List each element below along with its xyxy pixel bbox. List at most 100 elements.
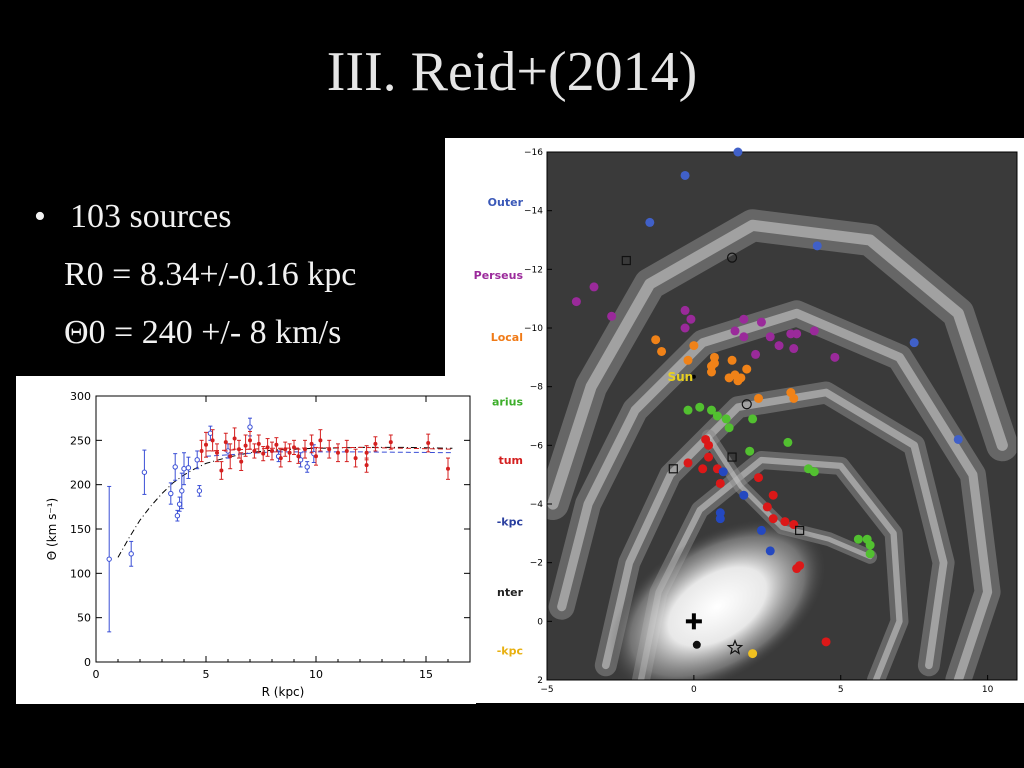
data-point — [270, 448, 274, 453]
bullet-item-theta0: Θ0 = 240 +/- 8 km/s — [34, 304, 356, 362]
maser-source — [645, 217, 655, 227]
data-point — [174, 513, 181, 519]
y-tick-label: 50 — [77, 612, 91, 625]
arm-label: nter — [497, 586, 524, 599]
maser-source — [853, 534, 863, 544]
bullet-list: • 103 sources R0 = 8.34+/-0.16 kpc Θ0 = 2… — [34, 188, 356, 362]
data-point — [106, 556, 112, 562]
star-marker — [726, 639, 744, 655]
x-tick-label: 0 — [93, 668, 100, 681]
maser-source — [865, 549, 875, 559]
open-square-marker — [795, 525, 805, 535]
y-tick-label: −16 — [524, 148, 543, 158]
maser-source — [865, 540, 875, 550]
data-point — [219, 468, 224, 473]
maser-source — [792, 329, 802, 339]
maser-source — [730, 326, 740, 336]
maser-source — [715, 478, 725, 488]
bullet-text-theta0: Θ0 = 240 +/- 8 km/s — [64, 314, 342, 351]
maser-source — [718, 467, 728, 477]
y-tick-label: −4 — [530, 500, 544, 510]
maser-source — [774, 341, 784, 351]
maser-source — [809, 467, 819, 477]
data-point — [243, 443, 248, 448]
data-point — [304, 464, 310, 470]
galactic-center-cross — [691, 613, 696, 630]
maser-source — [789, 344, 799, 354]
x-tick-label: 5 — [838, 685, 844, 695]
open-square-marker — [621, 255, 631, 266]
y-tick-label: 0 — [84, 656, 91, 669]
x-tick-label: 5 — [203, 668, 210, 681]
maser-source — [830, 352, 840, 362]
maser-source — [748, 649, 758, 659]
data-point — [336, 450, 340, 455]
maser-source — [783, 437, 793, 447]
open-circle-marker — [726, 252, 738, 263]
y-tick-label: −6 — [530, 441, 544, 451]
maser-source — [727, 355, 737, 365]
maser-source — [765, 332, 775, 342]
maser-source — [953, 434, 963, 444]
spiral-arm-core — [601, 388, 948, 670]
open-circle-marker — [741, 399, 752, 410]
x-axis-label: R (kpc) — [262, 685, 305, 699]
y-tick-label: −14 — [524, 207, 543, 217]
y-tick-label: −12 — [524, 265, 543, 275]
data-point — [318, 438, 323, 443]
data-point — [232, 436, 237, 441]
maser-source — [715, 514, 725, 524]
galaxy-map-figure: −5 0 5 10 −16 −14 −12 −10 −8 −6 −4 −2 0 2 Sun Outer Pe… — [445, 138, 1024, 703]
arm-label: -kpc — [497, 516, 523, 529]
maser-source — [739, 314, 749, 324]
data-point — [239, 459, 244, 464]
arm-label: Perseus — [474, 269, 524, 282]
maser-source — [780, 517, 790, 527]
data-point — [327, 447, 332, 452]
spiral-arm-core — [557, 308, 993, 680]
y-axis-label: Θ (km s⁻¹) — [45, 498, 59, 560]
data-point — [207, 430, 214, 436]
maser-source — [686, 314, 696, 324]
data-point — [364, 463, 369, 468]
maser-source — [704, 440, 714, 450]
x-tick-label: −5 — [540, 685, 553, 695]
y-tick-label: 200 — [70, 479, 91, 492]
data-point — [176, 501, 183, 507]
x-tick-label: 15 — [419, 668, 433, 681]
maser-source — [683, 405, 693, 415]
data-point — [292, 445, 296, 450]
maser-source — [739, 332, 749, 342]
y-tick-label: −2 — [530, 559, 543, 569]
arm-label: Outer — [488, 196, 524, 209]
sun-position-marker — [691, 374, 696, 379]
maser-source — [657, 346, 667, 356]
bullet-text-r0: R0 = 8.34+/-0.16 kpc — [64, 256, 357, 293]
data-point — [261, 451, 266, 456]
x-tick-label: 10 — [982, 685, 994, 695]
maser-source — [736, 373, 746, 383]
data-point — [141, 469, 148, 475]
data-point — [373, 441, 378, 446]
maser-source — [792, 564, 802, 574]
maser-source — [683, 458, 693, 468]
maser-source — [683, 355, 693, 365]
x-tick-label: 0 — [691, 685, 697, 695]
maser-source — [742, 364, 752, 374]
model-curve — [117, 446, 453, 558]
maser-source — [692, 640, 701, 649]
maser-source — [707, 405, 716, 415]
y-tick-label: 250 — [70, 434, 91, 447]
maser-source — [821, 637, 831, 647]
y-tick-label: 2 — [537, 676, 543, 686]
data-point — [196, 488, 203, 494]
rotation-curve-figure: 0 5 10 15 0 50 100 150 200 250 300 R (kpc) Θ (km s… — [16, 376, 476, 704]
maser-source — [745, 446, 755, 456]
rotation-curve-frame — [95, 395, 471, 663]
maser-source — [680, 323, 690, 333]
maser-source — [739, 490, 749, 500]
maser-source — [689, 341, 699, 351]
data-point — [172, 464, 178, 470]
maser-source — [571, 297, 581, 307]
